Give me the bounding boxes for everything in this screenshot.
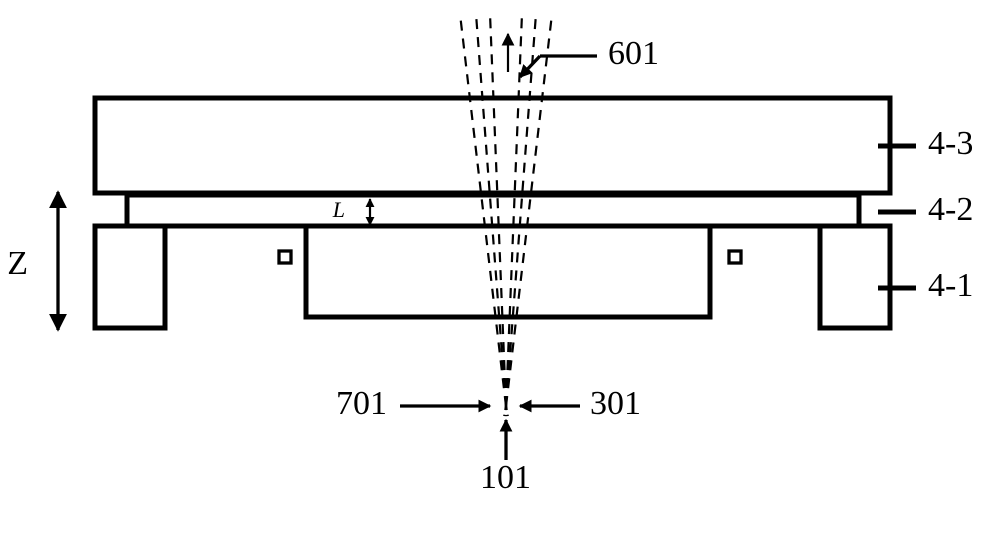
label-701: 701: [336, 385, 387, 422]
block-4-2: [127, 195, 859, 226]
label-601: 601: [608, 35, 659, 72]
z-axis-label: Z: [7, 245, 28, 282]
dim-l-label: L: [332, 197, 345, 222]
block-4-1-part-0: [95, 226, 165, 328]
label-301: 301: [590, 385, 641, 422]
beam-tail-5: [506, 406, 508, 416]
label-4-1: 4-1: [928, 267, 973, 304]
label-4-3: 4-3: [928, 125, 973, 162]
beam-line-4: [476, 14, 506, 406]
block-4-3: [95, 98, 890, 193]
small-square-1: [279, 251, 291, 263]
label-101: 101: [480, 459, 531, 496]
block-4-1-part-2: [306, 226, 710, 317]
beam-line-5: [460, 14, 506, 406]
beam-line-0: [506, 14, 552, 406]
leader-601-arrow: [520, 56, 540, 77]
small-square-2: [729, 251, 741, 263]
label-4-2: 4-2: [928, 191, 973, 228]
block-4-1-part-1: [820, 226, 890, 328]
beam-line-1: [506, 14, 536, 406]
